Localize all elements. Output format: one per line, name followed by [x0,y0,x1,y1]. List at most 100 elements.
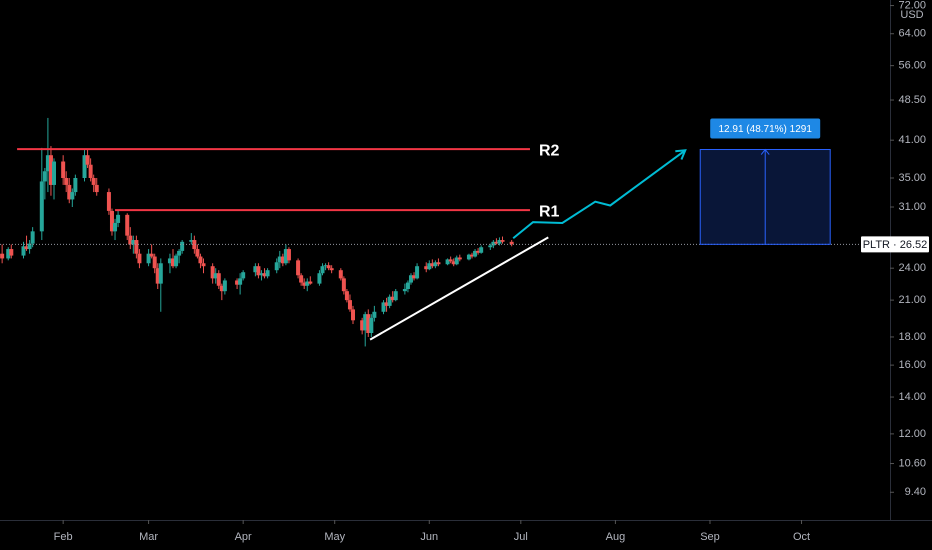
candle-body [296,260,301,276]
candle-body [473,250,478,257]
trend-line [369,236,549,341]
candle-body [280,256,285,264]
y-tick-label: 16.00 [898,359,926,371]
candle-body [466,254,471,260]
candle-body [167,258,172,264]
candle-body [338,270,343,279]
x-tick-label: Feb [54,531,73,543]
x-tick-label: May [324,531,345,543]
candle-body [381,302,386,312]
candle-body [454,257,459,265]
candle-body [61,161,66,179]
candle-body [509,241,514,245]
x-tick-label: Sep [700,531,720,543]
candle-body [52,161,57,185]
candle-body [210,266,215,279]
candle-body [39,181,44,232]
candle-body [317,273,322,284]
y-tick-label: 35.00 [898,172,926,184]
candle-body [479,247,484,253]
resistance-label: R1 [539,203,560,220]
candle-body [451,261,456,265]
candle-body [265,270,270,277]
candle-body [424,266,429,270]
candle-body [415,266,420,279]
y-tick-label: 48.50 [898,94,926,106]
candle-body [67,184,72,200]
candle-body [155,268,160,284]
candle-body [476,250,481,253]
candle-body [152,256,157,269]
x-tick-label: Apr [235,531,252,543]
candle-body [170,258,175,267]
y-tick-label: 14.00 [898,391,926,403]
measure-label: 12.91 (48.71%) 1291 [719,124,813,135]
candle-body [109,210,114,232]
candle-body [146,253,151,264]
candle-body [177,250,182,256]
candle-body [344,291,349,301]
candle-body [116,214,121,223]
candle-body [48,155,53,185]
candle-body [91,178,96,185]
candle-body [433,262,438,267]
candle-body [201,263,206,267]
projection-path [512,149,686,240]
candle-body [412,275,417,279]
candle-body [408,275,413,283]
candle-body [305,281,310,286]
candle-body [366,314,371,334]
x-tick-label: Oct [793,531,810,543]
candle-body [24,246,29,250]
candle-body [192,240,197,250]
candle-body [393,291,398,301]
candle-body [241,272,246,279]
candle-body [70,192,75,200]
y-tick-label: 21.00 [898,294,926,306]
candle-body [30,231,35,244]
candle-body [470,254,475,257]
candle-body [320,266,325,274]
candle-body [347,300,352,310]
candle-body [189,240,194,242]
last-price-tag [861,236,929,253]
last-price-label: PLTR · 26.52 [863,239,928,251]
resistance-label: R2 [539,142,560,159]
candle-body [500,240,505,242]
x-tick-label: Aug [606,531,626,543]
candle-body [6,249,11,259]
candle-body [360,320,365,331]
candle-body [402,288,407,292]
y-tick-label: 31.00 [898,201,926,213]
candle-body [341,278,346,292]
candle-body [363,314,368,331]
candle-body [82,155,87,179]
candle-body [180,241,185,251]
candle-body [134,240,139,254]
x-tick-label: Jun [420,531,438,543]
candle-body [308,281,313,284]
currency-label: USD [900,9,923,21]
candle-body [213,273,218,279]
candle-body [198,256,203,264]
candle-body [387,296,392,306]
candle-body [219,285,224,292]
candle-body [106,192,111,211]
candle-body [149,253,154,257]
candle-body [73,178,78,193]
candle-body [64,178,69,185]
candle-body [323,265,328,267]
candle-body [488,245,493,248]
measure-label-box [710,118,821,139]
candle-body [158,263,163,284]
candle-body [430,263,435,267]
projection-arrowhead [675,149,687,160]
candle-body [85,155,90,165]
candle-body [256,266,261,276]
candle-body [390,296,395,301]
candle-body [497,240,502,244]
candle-body [445,259,450,265]
candle-body [351,309,356,321]
